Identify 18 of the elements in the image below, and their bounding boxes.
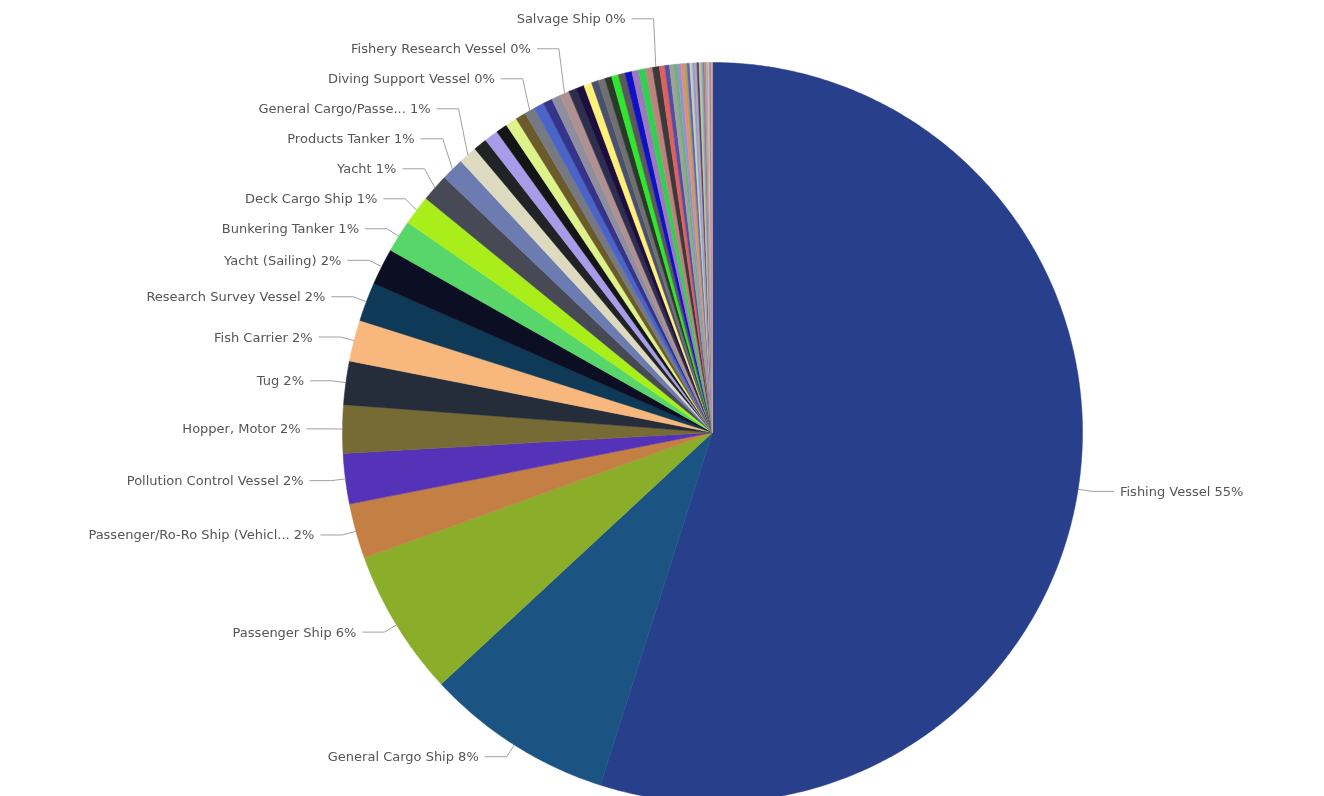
slice-label: Diving Support Vessel 0% xyxy=(327,71,495,87)
slice-label: Yacht 1% xyxy=(336,161,397,177)
slice-label: Research Survey Vessel 2% xyxy=(146,289,326,305)
slice-label: Products Tanker 1% xyxy=(287,131,415,147)
slice-label: Tug 2% xyxy=(255,373,304,389)
slice-label: Yacht (Sailing) 2% xyxy=(223,252,342,268)
slice-label: Hopper, Motor 2% xyxy=(182,421,301,437)
slice-label: Bunkering Tanker 1% xyxy=(221,221,359,237)
slice-label: Fishery Research Vessel 0% xyxy=(351,41,531,57)
slice-label: Passenger Ship 6% xyxy=(232,624,357,640)
slice-label: General Cargo Ship 8% xyxy=(327,749,479,765)
slice-label: Fish Carrier 2% xyxy=(214,329,313,345)
slice-label: Passenger/Ro-Ro Ship (Vehicl... 2% xyxy=(88,527,315,543)
slice-label: General Cargo/Passe... 1% xyxy=(258,101,431,117)
slice-label: Pollution Control Vessel 2% xyxy=(126,473,304,489)
slice-label: Deck Cargo Ship 1% xyxy=(245,191,378,207)
slice-label: Fishing Vessel 55% xyxy=(1119,483,1244,499)
slice-label: Salvage Ship 0% xyxy=(516,11,626,27)
